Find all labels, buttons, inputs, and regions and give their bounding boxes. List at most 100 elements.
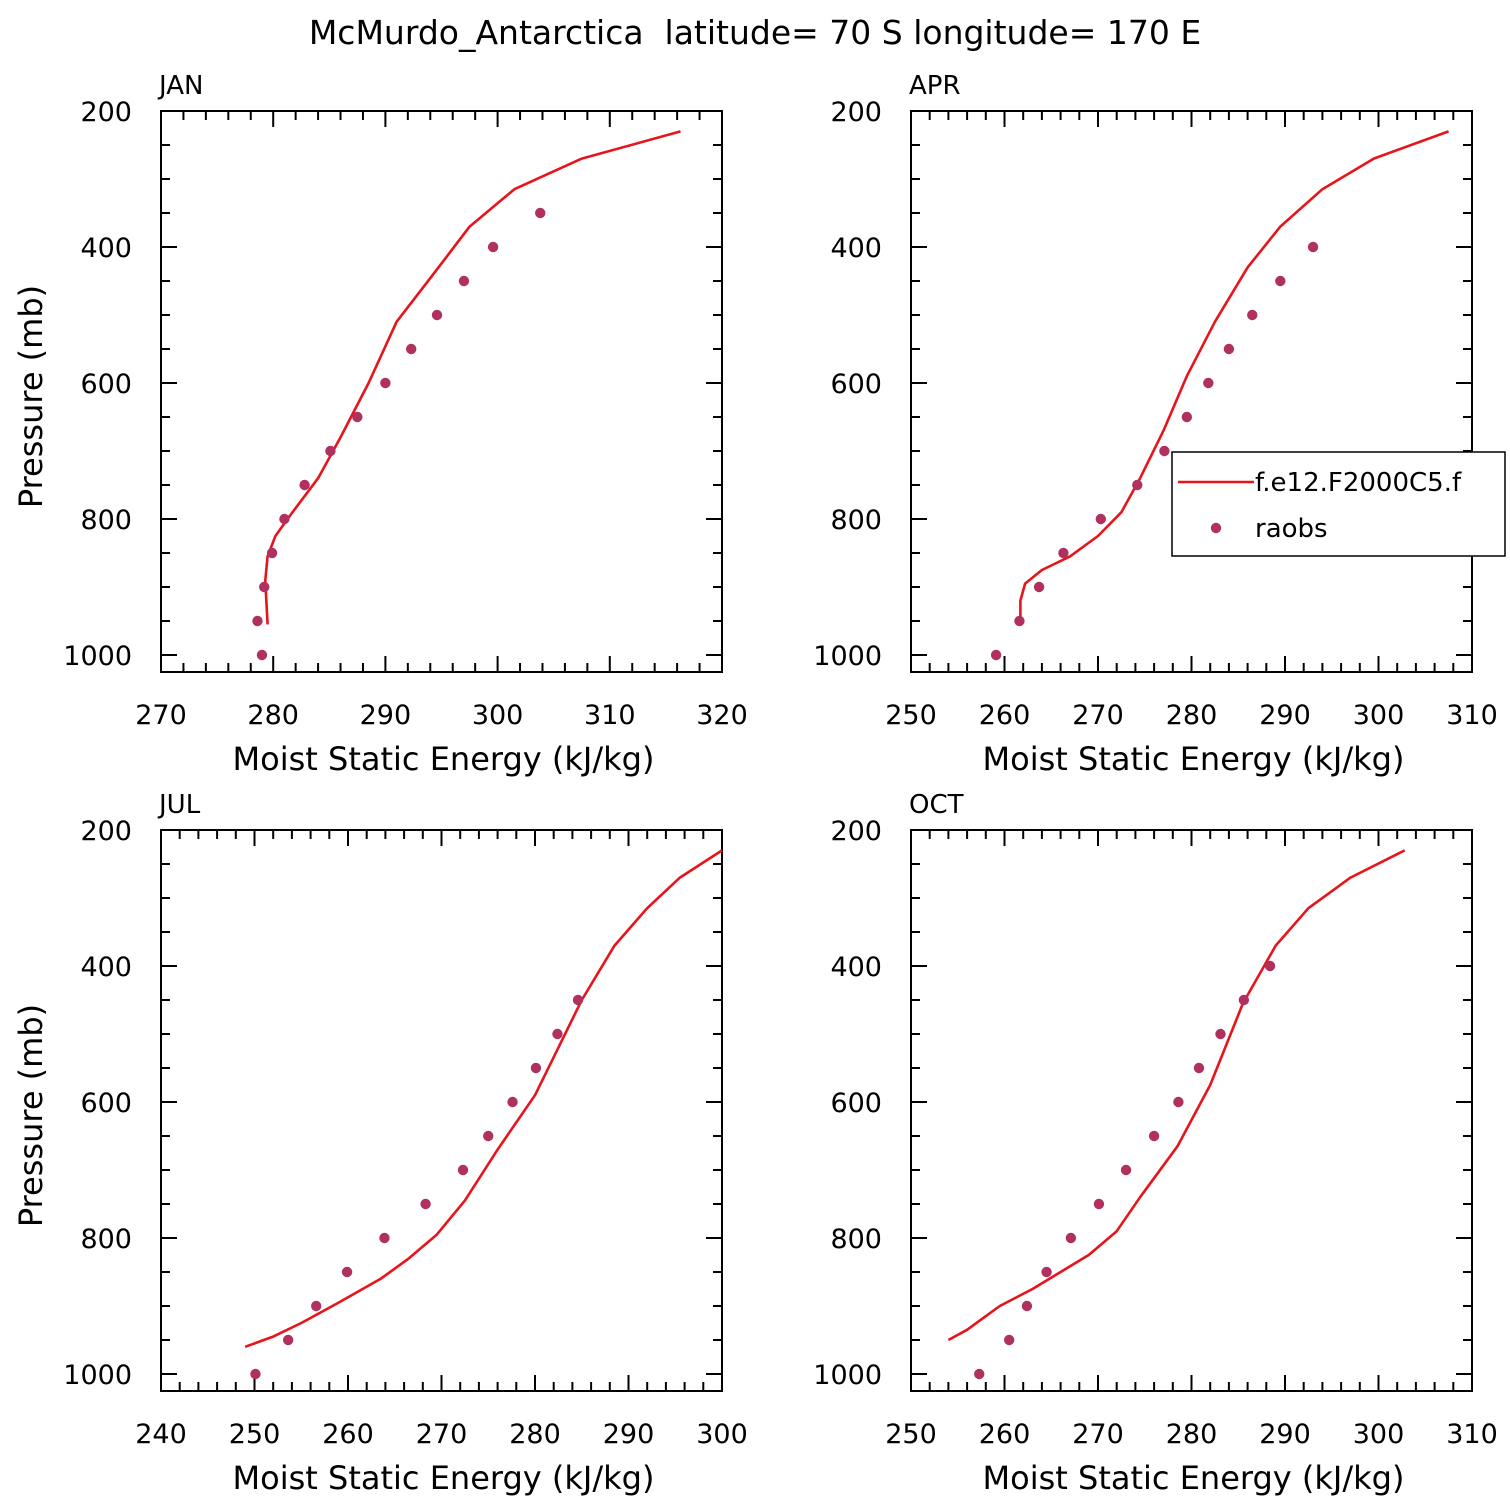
oct-raobs-point	[1173, 1096, 1184, 1108]
apr-x-tick-label: 310	[1446, 700, 1498, 731]
oct-raobs-point	[1120, 1164, 1132, 1176]
jul-raobs-point	[341, 1266, 353, 1278]
oct-raobs-point	[1215, 1028, 1226, 1040]
jan-plot-frame	[160, 110, 723, 673]
jan-raobs-point	[380, 377, 391, 389]
apr-raobs-point	[1275, 275, 1286, 287]
oct-raobs-point	[1041, 1266, 1052, 1278]
oct-x-axis-title: Moist Static Energy (kJ/kg)	[983, 1459, 1405, 1497]
oct-raobs-point	[1021, 1300, 1033, 1312]
legend-box	[1171, 451, 1506, 557]
oct-raobs-point	[1093, 1198, 1105, 1210]
jul-model-line	[244, 849, 723, 1349]
jul-plot-frame	[160, 829, 723, 1392]
jan-model-line	[263, 130, 681, 625]
oct-model-line	[947, 849, 1406, 1342]
jan-y-tick-label: 200	[80, 97, 132, 128]
jul-x-tick-label: 290	[603, 1419, 655, 1450]
jul-y-tick-label: 1000	[63, 1360, 132, 1391]
oct-y-tick-label: 400	[830, 952, 882, 983]
jul-raobs-point	[552, 1028, 563, 1040]
legend: f.e12.F2000C5.f raobs	[1171, 451, 1506, 557]
panel-jul: 240 250 260 270 280 290 300 200 400 600 800 1000 JUL…	[12, 790, 748, 1497]
apr-panel-label: APR	[909, 71, 961, 101]
jul-raobs-point	[572, 994, 584, 1006]
jul-raobs-point	[457, 1164, 469, 1176]
apr-x-tick-label: 270	[1072, 700, 1124, 731]
jul-raobs-point	[507, 1096, 518, 1108]
apr-model-line	[1019, 130, 1450, 621]
oct-x-tick-label: 250	[885, 1419, 937, 1450]
jul-x-tick-label: 250	[229, 1419, 281, 1450]
jan-raobs-point	[279, 513, 290, 525]
oct-raobs-point	[1065, 1232, 1077, 1244]
apr-raobs-point	[1247, 309, 1258, 321]
jul-x-tick-label: 280	[509, 1419, 561, 1450]
apr-x-tick-label: 300	[1353, 700, 1405, 731]
jul-raobs-point	[379, 1232, 390, 1244]
jul-y-tick-label: 400	[80, 952, 132, 983]
oct-x-tick-label: 300	[1353, 1419, 1405, 1450]
legend-label: f.e12.F2000C5.f	[1255, 468, 1462, 498]
panels: 270 280 290 300 310 320 200 400 600 800 1000 JAN Moi…	[12, 71, 1498, 1497]
jan-x-tick-label: 310	[584, 700, 636, 731]
oct-x-tick-label: 270	[1072, 1419, 1124, 1450]
oct-raobs-point	[1003, 1334, 1015, 1346]
apr-raobs-point	[1132, 479, 1143, 491]
apr-raobs-point	[1058, 547, 1069, 559]
jul-raobs-point	[311, 1300, 322, 1312]
legend-marker-swatch	[1210, 522, 1222, 534]
oct-y-tick-label: 600	[830, 1088, 882, 1119]
jan-x-tick-label: 290	[360, 700, 412, 731]
jul-x-tick-label: 260	[322, 1419, 374, 1450]
jan-raobs-point	[325, 445, 336, 457]
apr-x-tick-label: 260	[979, 700, 1031, 731]
jul-y-tick-label: 200	[80, 816, 132, 847]
jan-y-axis-title: Pressure (mb)	[12, 285, 50, 508]
jul-raobs-point	[250, 1368, 261, 1380]
jul-x-tick-label: 270	[416, 1419, 468, 1450]
panel-jan: 270 280 290 300 310 320 200 400 600 800 1000 JAN Moi…	[12, 71, 748, 778]
apr-raobs-point	[1223, 343, 1235, 355]
oct-raobs-point	[1264, 960, 1276, 972]
legend-label: raobs	[1255, 514, 1328, 544]
apr-y-tick-label: 800	[830, 505, 882, 536]
jan-x-tick-label: 320	[696, 700, 748, 731]
apr-raobs-point	[1307, 241, 1319, 253]
jul-raobs-point	[282, 1334, 294, 1346]
jan-raobs-point	[487, 241, 499, 253]
jul-x-tick-label: 240	[135, 1419, 187, 1450]
oct-plot-frame	[910, 829, 1473, 1392]
jan-raobs-point	[431, 309, 443, 321]
panel-oct: 250 260 270 280 290 300 310 200 400 600 800 1000 OCT…	[813, 790, 1497, 1497]
apr-x-tick-label: 290	[1259, 700, 1311, 731]
jan-raobs-point	[458, 275, 470, 287]
oct-x-tick-label: 290	[1259, 1419, 1311, 1450]
jul-raobs-point	[530, 1062, 542, 1074]
jan-panel-label: JAN	[157, 71, 203, 101]
apr-x-tick-label: 250	[885, 700, 937, 731]
apr-x-tick-label: 280	[1166, 700, 1218, 731]
oct-raobs-point	[1238, 994, 1250, 1006]
jul-raobs-point	[483, 1130, 494, 1142]
jan-raobs-point	[256, 649, 268, 661]
apr-y-tick-label: 400	[830, 233, 882, 264]
main-title: McMurdo_Antarctica latitude= 70 S longit…	[309, 13, 1201, 52]
jan-raobs-point	[535, 207, 546, 219]
panel-apr: 250 260 270 280 290 300 310 200 400 600 800 1000 APR…	[813, 71, 1497, 778]
jul-y-tick-label: 800	[80, 1224, 132, 1255]
apr-raobs-point	[1203, 377, 1214, 389]
jul-panel-label: JUL	[157, 790, 201, 820]
apr-y-tick-label: 600	[830, 369, 882, 400]
oct-raobs-point	[1148, 1130, 1160, 1142]
oct-raobs-point	[974, 1368, 985, 1380]
jan-x-tick-label: 280	[247, 700, 299, 731]
oct-y-tick-label: 1000	[813, 1360, 882, 1391]
apr-y-tick-label: 1000	[813, 641, 882, 672]
jan-raobs-point	[252, 615, 263, 627]
jan-x-tick-label: 270	[135, 700, 187, 731]
apr-x-axis-title: Moist Static Energy (kJ/kg)	[983, 740, 1405, 778]
apr-raobs-point	[1181, 411, 1193, 423]
jan-y-tick-label: 1000	[63, 641, 132, 672]
